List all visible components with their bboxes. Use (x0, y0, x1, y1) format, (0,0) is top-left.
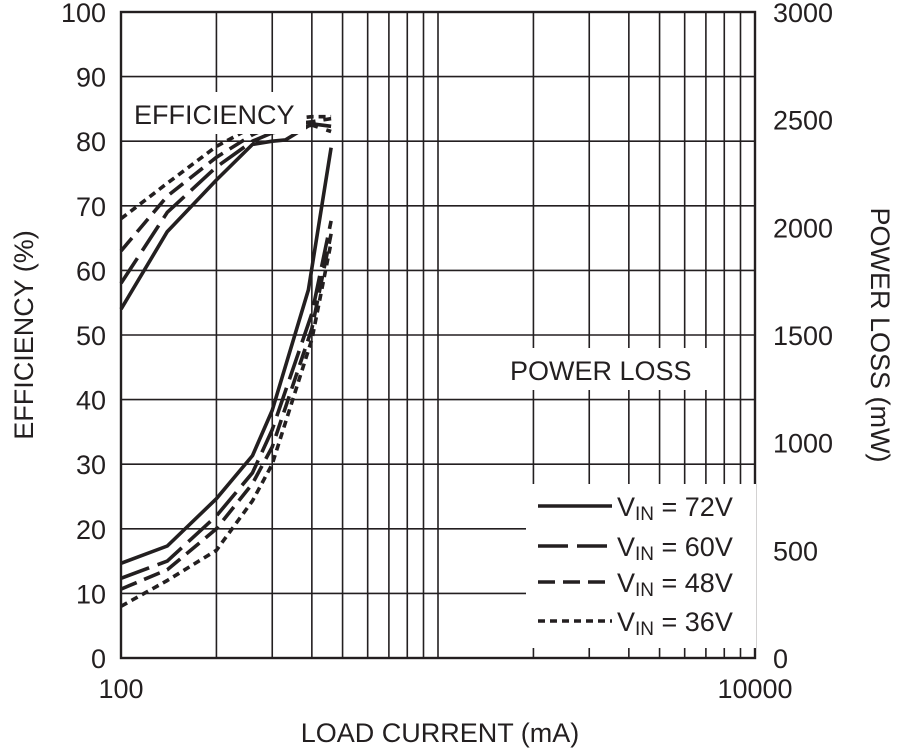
efficiency-label-bg (128, 92, 306, 134)
y-tick-label: 60 (76, 256, 106, 286)
series-power_loss-72V (120, 147, 333, 565)
plot-frame (119, 10, 757, 660)
y2-tick-label: 2000 (773, 213, 833, 243)
legend-entry-label: VIN = 36V (617, 607, 733, 640)
y2-tick-label: 1000 (773, 429, 833, 459)
legend-entry-label: VIN = 60V (617, 532, 733, 565)
y2-axis-ticks: 0 500 1000 1500 2000 2500 3000 (773, 0, 833, 674)
power-loss-label-bg (504, 348, 708, 390)
y-tick-label: 70 (76, 192, 106, 222)
plot-area (119, 114, 333, 608)
x-tick-label: 10000 (717, 674, 792, 704)
series-power_loss-48V (120, 233, 333, 591)
x-axis-ticks: 100 10000 (98, 674, 792, 704)
legend-entry-label: VIN = 48V (617, 568, 733, 601)
y2-tick-label: 0 (773, 644, 788, 674)
y-axis-ticks: 0 10 20 30 40 50 60 70 80 90 100 (61, 0, 106, 674)
y2-tick-label: 2500 (773, 106, 833, 136)
y-axis-title: EFFICIENCY (%) (9, 230, 39, 440)
y2-tick-label: 3000 (773, 0, 833, 28)
y-tick-label: 0 (91, 644, 106, 674)
y-tick-label: 10 (76, 579, 106, 609)
series-efficiency-48V (119, 116, 332, 253)
y-tick-label: 100 (61, 0, 106, 28)
x-axis-title: LOAD CURRENT (mA) (301, 718, 580, 748)
y-tick-label: 20 (76, 515, 106, 545)
y2-tick-label: 1500 (773, 321, 833, 351)
series-power_loss-60V (120, 220, 333, 580)
series-efficiency-60V (119, 123, 332, 285)
y2-tick-label: 500 (773, 536, 818, 566)
y-tick-label: 90 (76, 63, 106, 93)
legend-entry-label: VIN = 72V (617, 492, 733, 525)
series-power_loss-36V (120, 242, 333, 608)
y-tick-label: 30 (76, 450, 106, 480)
power-loss-label: POWER LOSS (510, 356, 692, 386)
series-efficiency-72V (119, 122, 332, 311)
annotations: EFFICIENCY POWER LOSS (128, 92, 708, 390)
y-tick-label: 80 (76, 127, 106, 157)
efficiency-label: EFFICIENCY (134, 100, 295, 130)
y2-axis-title: POWER LOSS (mW) (865, 208, 895, 463)
y-tick-label: 50 (76, 321, 106, 351)
x-tick-label: 100 (98, 674, 143, 704)
y-tick-label: 40 (76, 386, 106, 416)
